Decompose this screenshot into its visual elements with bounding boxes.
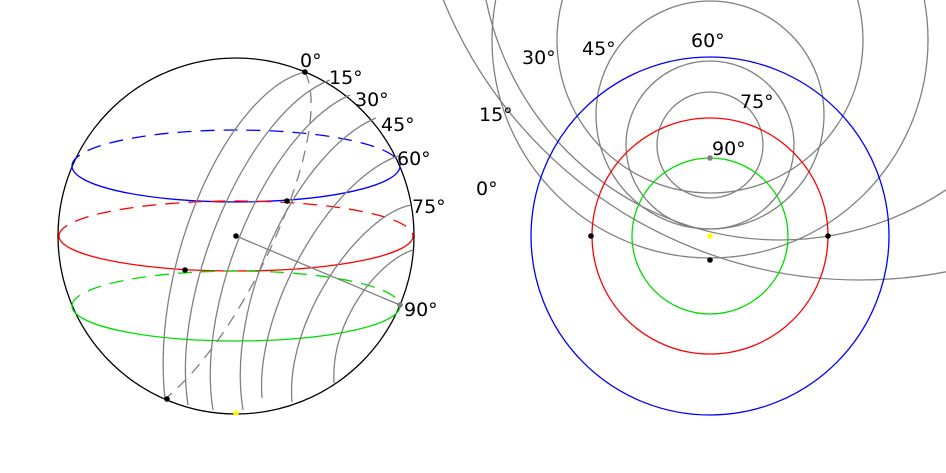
sphere-label-30: 30° <box>355 89 389 111</box>
meridian-15 <box>184 79 331 406</box>
latitude-blue-front <box>71 165 401 203</box>
proj-point-left <box>588 233 594 239</box>
sphere-meridians <box>162 71 414 411</box>
meridian-0-back <box>164 71 312 400</box>
sphere-point-red <box>182 267 188 273</box>
proj-label-30: 30° <box>522 47 556 69</box>
latitude-blue-back <box>71 129 401 167</box>
proj-point-center <box>707 233 713 239</box>
meridian-45 <box>239 117 377 411</box>
proj-label-0: 0° <box>476 178 498 200</box>
sphere-label-90: 90° <box>404 299 438 321</box>
proj-circle-0 <box>442 0 946 281</box>
proj-circle-85 <box>656 91 764 199</box>
meridian-0-front <box>162 71 306 400</box>
proj-circle-45 <box>556 0 864 194</box>
sphere-point-blue <box>284 198 290 204</box>
proj-point-90 <box>707 155 713 161</box>
radius-to-90 <box>235 235 401 306</box>
sphere-label-60: 60° <box>397 148 431 170</box>
proj-label-75: 75° <box>740 91 774 113</box>
sphere-label-0: 0° <box>300 50 322 72</box>
sphere-label-75: 75° <box>412 196 446 218</box>
proj-circle-blue <box>530 56 890 416</box>
meridian-30 <box>209 94 351 411</box>
latitude-green-back <box>71 270 401 307</box>
projection-grey-circles <box>442 0 946 281</box>
proj-label-15: 15° <box>479 104 513 126</box>
sphere-label-15: 15° <box>329 67 363 89</box>
proj-label-90: 90° <box>712 138 746 160</box>
meridian-75 <box>290 204 412 403</box>
latitude-red-back <box>58 200 414 237</box>
proj-label-45: 45° <box>582 38 616 60</box>
proj-point-bottom <box>707 257 713 263</box>
projection-figure: 0° 15° 30° 45° 60° 75° 90° <box>442 0 946 416</box>
latitude-red-front <box>58 235 414 272</box>
sphere-point-bottom <box>164 396 170 402</box>
sphere-figure: 0° 15° 30° 45° 60° 75° 90° <box>57 50 446 416</box>
sphere-point-south <box>233 410 239 416</box>
meridian-60 <box>260 155 399 399</box>
proj-circle-75 <box>625 60 795 230</box>
proj-circle-15 <box>485 0 946 241</box>
sphere-point-center <box>233 233 239 239</box>
meridian-85 <box>333 249 414 384</box>
latitude-green-front <box>71 305 401 342</box>
proj-label-60: 60° <box>691 30 725 52</box>
proj-point-right <box>825 233 831 239</box>
sphere-point-0 <box>302 69 308 75</box>
sphere-label-45: 45° <box>381 114 415 136</box>
sphere-point-90 <box>397 302 403 308</box>
